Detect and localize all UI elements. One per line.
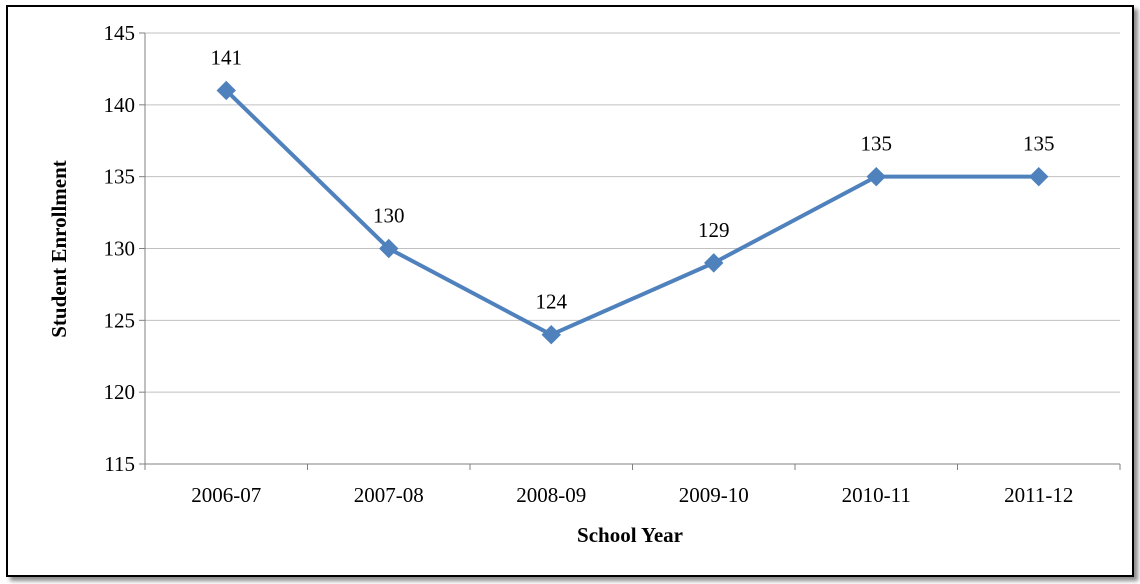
x-axis-title: School Year (577, 523, 683, 547)
data-point-marker (866, 166, 886, 187)
data-point-marker (379, 238, 399, 259)
series-line (224, 89, 1039, 337)
y-tick-label: 135 (104, 165, 136, 189)
data-label: 129 (698, 218, 730, 242)
x-category-label: 2010-11 (842, 483, 911, 507)
data-point-marker (216, 80, 236, 101)
series-enrollment (216, 80, 1049, 345)
data-point-marker (541, 324, 561, 345)
y-tick-label: 145 (104, 21, 136, 45)
x-category-label: 2008-09 (516, 483, 586, 507)
y-tick-label: 120 (104, 380, 136, 404)
gridlines (145, 32, 1120, 393)
y-axis-title: Student Enrollment (47, 160, 71, 338)
chart-frame (6, 5, 1134, 577)
y-tick-label: 115 (104, 452, 135, 476)
x-category-label: 2009-10 (679, 483, 749, 507)
data-label: 135 (861, 132, 893, 156)
x-category-label: 2007-08 (354, 483, 424, 507)
axes (139, 32, 1121, 470)
data-point-marker (1029, 166, 1049, 187)
y-tick-label: 125 (104, 308, 136, 332)
x-category-label: 2006-07 (191, 483, 261, 507)
x-category-label: 2011-12 (1004, 483, 1073, 507)
y-tick-label: 140 (104, 93, 136, 117)
labels: 115 120 125 130 135 140 145 2006-07 2007-08 2008-… (104, 21, 1074, 507)
data-label: 135 (1023, 132, 1055, 156)
data-label: 141 (211, 45, 243, 69)
y-tick-label: 130 (104, 237, 136, 261)
data-label: 124 (536, 290, 568, 314)
data-point-marker (704, 253, 724, 273)
data-label: 130 (373, 204, 405, 228)
